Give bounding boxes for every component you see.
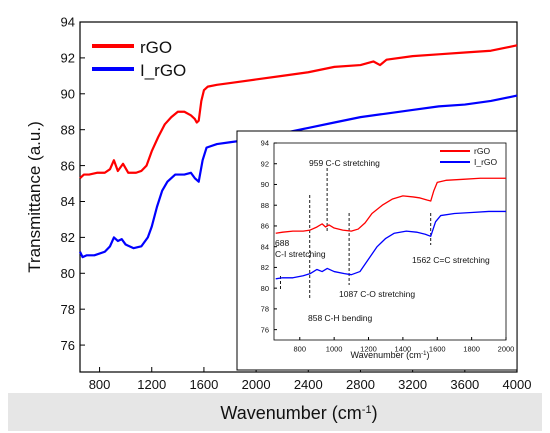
- legend-label-rgo: rGO: [140, 38, 172, 57]
- inset-ytick-label-3: 82: [261, 263, 269, 272]
- inset-axis-ticks: 800 1000 1200 1400 1600 1800 2000 76 78 80 82 84 86 8…: [261, 139, 515, 354]
- main-ytick-label-8: 92: [61, 51, 75, 66]
- inset-series-irgo-line: [275, 210, 506, 280]
- annotation-688-line2: C-I stretching: [275, 249, 326, 259]
- inset-xtick-label-3: 1400: [395, 345, 412, 354]
- main-xtick-label-6: 3200: [398, 377, 427, 392]
- main-ytick-label-4: 84: [61, 194, 75, 209]
- inset-ytick-label-7: 90: [261, 180, 269, 189]
- inset-series-rgo-line: [275, 177, 506, 234]
- inset-annotations: 688 C-I stretching 858 C-H bending 959 C…: [275, 158, 490, 323]
- main-xtick-label-5: 2800: [346, 377, 375, 392]
- main-series-irgo-line: [79, 94, 518, 259]
- main-ytick-label-6: 88: [61, 122, 75, 137]
- inset-plot-frame: [273, 142, 507, 341]
- inset-ytick-label-1: 78: [261, 305, 269, 314]
- main-xtick-label-2: 1600: [189, 377, 218, 392]
- inset-xtick-label-1: 1000: [326, 345, 343, 354]
- inset-xlabel: Wavenumber (cm-1): [350, 350, 429, 360]
- inset-xtick-label-5: 1800: [463, 345, 480, 354]
- inset-legend: rGO I_rGO: [440, 146, 498, 167]
- main-xtick-label-0: 800: [89, 377, 111, 392]
- inset-xtick-label-4: 1600: [429, 345, 446, 354]
- inset-xtick-label-6: 2000: [498, 345, 515, 354]
- inset-ytick-label-2: 80: [261, 284, 269, 293]
- main-ytick-label-0: 76: [61, 338, 75, 353]
- inset-ytick-label-6: 88: [261, 201, 269, 210]
- main-xtick-label-4: 2400: [294, 377, 323, 392]
- main-ytick-label-3: 82: [61, 230, 75, 245]
- main-xlabel: Wavenumber (cm-1): [220, 403, 377, 423]
- annotation-1562: 1562 C=C stretching: [412, 255, 490, 265]
- inset-ytick-label-8: 92: [261, 159, 269, 168]
- main-ytick-label-7: 90: [61, 86, 75, 101]
- annotation-959: 959 C-C stretching: [309, 158, 380, 168]
- main-xtick-label-7: 3600: [450, 377, 479, 392]
- main-legend: rGO I_rGO: [92, 38, 186, 80]
- main-xtick-label-1: 1200: [137, 377, 166, 392]
- xlabel-band: [8, 393, 542, 431]
- inset-xtick-label-2: 1200: [360, 345, 377, 354]
- main-series-rgo-line: [79, 44, 518, 179]
- main-ytick-label-9: 94: [61, 15, 75, 30]
- annotation-858: 858 C-H bending: [308, 313, 373, 323]
- main-ytick-label-1: 78: [61, 302, 75, 317]
- main-xtick-label-3: 2000: [242, 377, 271, 392]
- main-ytick-label-5: 86: [61, 158, 75, 173]
- inset-annotation-markers: [280, 168, 432, 300]
- main-series-lines: [79, 44, 518, 259]
- inset-series-lines: [275, 177, 506, 280]
- legend-label-irgo: I_rGO: [140, 61, 186, 80]
- inset-ytick-label-4: 84: [261, 242, 269, 251]
- main-ytick-label-2: 80: [61, 266, 75, 281]
- inset-legend-label-irgo: I_rGO: [474, 157, 498, 167]
- annotation-1087: 1087 C-O stretching: [339, 289, 415, 299]
- main-xtick-label-8: 4000: [503, 377, 532, 392]
- main-axis-ticks: 800 1200 1600 2000 2400 2800 3200 3600 400076788…: [61, 15, 532, 392]
- inset-ytick-label-0: 76: [261, 325, 269, 334]
- inset-ytick-label-5: 86: [261, 222, 269, 231]
- annotation-688-line1: 688: [275, 238, 289, 248]
- inset-xtick-label-0: 800: [294, 345, 307, 354]
- main-ylabel: Transmittance (a.u.): [25, 121, 44, 272]
- inset-ytick-label-9: 94: [261, 139, 269, 148]
- inset-panel: [236, 130, 518, 371]
- inset-legend-label-rgo: rGO: [474, 146, 490, 156]
